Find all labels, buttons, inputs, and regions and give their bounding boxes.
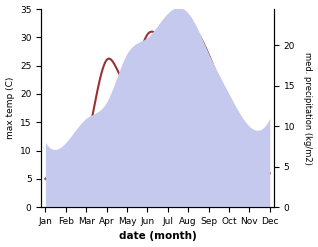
Y-axis label: max temp (C): max temp (C): [5, 77, 15, 139]
Y-axis label: med. precipitation (kg/m2): med. precipitation (kg/m2): [303, 52, 313, 165]
X-axis label: date (month): date (month): [119, 231, 197, 242]
